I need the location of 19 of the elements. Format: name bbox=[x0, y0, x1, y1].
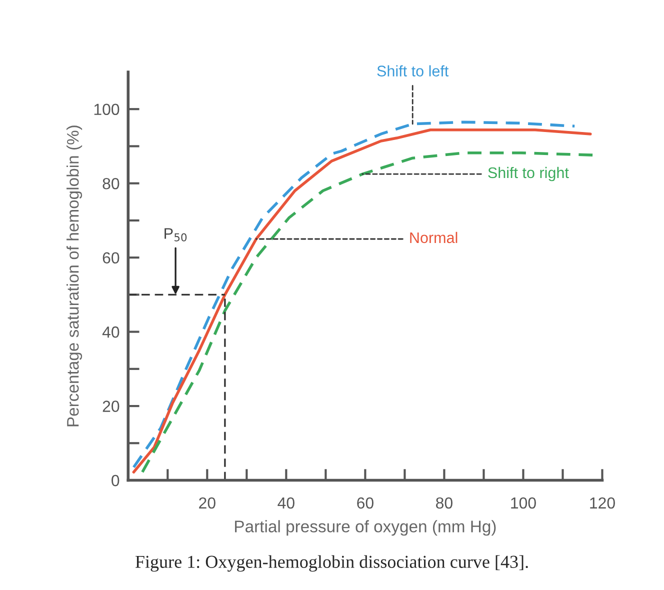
text: Shift to left bbox=[377, 65, 449, 76]
y-tick-label: 80 bbox=[102, 178, 120, 190]
y-tick-label: 100 bbox=[94, 104, 120, 116]
y-axis-title: Percentage saturation of hemoglobin (%) bbox=[66, 126, 82, 426]
x-tick-label: 60 bbox=[357, 497, 374, 509]
y-tick-label: 0 bbox=[112, 474, 120, 486]
x-tick-label: 20 bbox=[199, 497, 216, 509]
caption: Figure 1: Oxygen-hemoglobin dissociation curve [43]. bbox=[135, 555, 528, 572]
x-tick-label: 100 bbox=[511, 497, 536, 509]
x-tick-label: 80 bbox=[436, 497, 452, 509]
y-tick-label: 60 bbox=[102, 252, 120, 264]
text: Normal bbox=[410, 232, 458, 244]
y-tick-label: 20 bbox=[102, 400, 120, 412]
annotation: P$_{50}$ bbox=[164, 228, 187, 242]
series-label: Shift to right bbox=[488, 166, 569, 182]
y-tick-label: 40 bbox=[102, 326, 120, 338]
x-tick-label: 120 bbox=[590, 497, 615, 509]
x-tick-label: 40 bbox=[278, 497, 294, 509]
x-axis-title: Partial pressure of oxygen (mm Hg) bbox=[235, 520, 496, 536]
